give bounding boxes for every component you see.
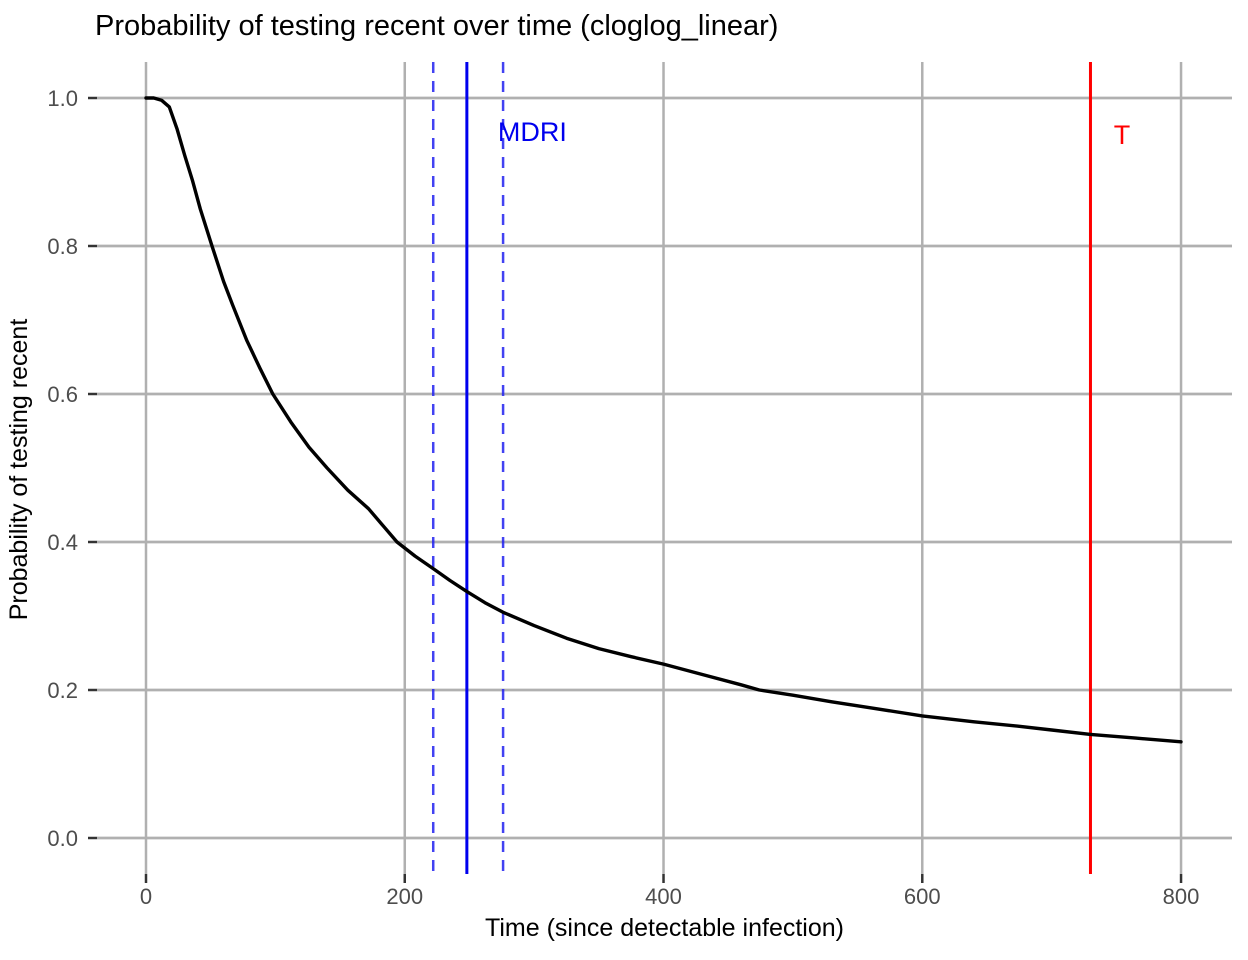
y-tick-label: 0.2 [47,678,78,703]
x-tick-label: 200 [386,884,423,909]
plot-title: Probability of testing recent over time … [95,10,779,42]
x-axis-title: Time (since detectable infection) [485,914,844,942]
y-tick-label: 1.0 [47,86,78,111]
x-tick-label: 400 [645,884,682,909]
t-label: T [1114,120,1131,150]
x-tick-label: 600 [904,884,941,909]
gridlines [97,62,1232,874]
y-tick-label: 0.0 [47,826,78,851]
y-tick-label: 0.6 [47,382,78,407]
reference-lines [431,62,1092,874]
mdri-label: MDRI [498,117,567,147]
axis-ticks: 0 200 400 600 800 0.0 0.2 0.4 0.6 0.8 1.0 [47,86,1199,909]
y-tick-label: 0.8 [47,234,78,259]
probability-of-testing-recent-curve [144,96,1183,744]
y-tick-label: 0.4 [47,530,78,555]
x-tick-label: 0 [140,884,152,909]
x-tick-label: 800 [1163,884,1200,909]
